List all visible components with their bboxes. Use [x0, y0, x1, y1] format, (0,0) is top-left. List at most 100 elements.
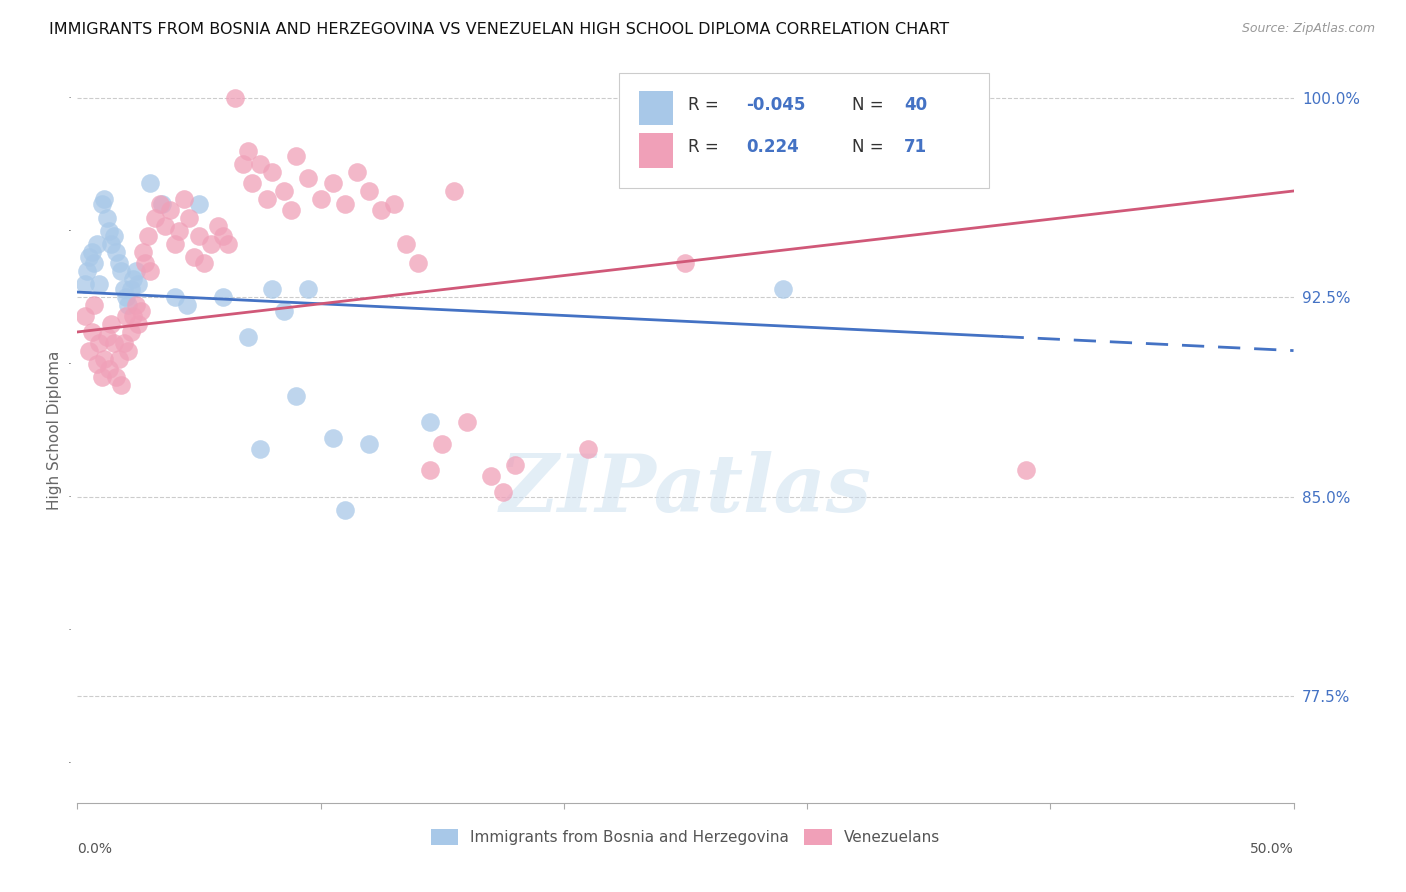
Point	[479, 468, 502, 483]
Point	[149, 197, 172, 211]
Point	[103, 335, 125, 350]
FancyBboxPatch shape	[640, 91, 673, 126]
Point	[346, 165, 368, 179]
Point	[382, 197, 405, 211]
Point	[93, 351, 115, 366]
Point	[406, 256, 429, 270]
Point	[115, 309, 138, 323]
Point	[322, 431, 344, 445]
Point	[297, 170, 319, 185]
Point	[100, 317, 122, 331]
Point	[125, 264, 148, 278]
Point	[419, 463, 441, 477]
Point	[173, 192, 195, 206]
Point	[112, 282, 135, 296]
Point	[419, 416, 441, 430]
Point	[443, 184, 465, 198]
Point	[169, 224, 191, 238]
Point	[97, 224, 120, 238]
Point	[236, 330, 259, 344]
Point	[136, 229, 159, 244]
Point	[105, 245, 128, 260]
Point	[179, 211, 201, 225]
Point	[1015, 463, 1038, 477]
Point	[280, 202, 302, 217]
Point	[456, 416, 478, 430]
Point	[256, 192, 278, 206]
Point	[107, 256, 129, 270]
Point	[79, 343, 101, 358]
FancyBboxPatch shape	[640, 133, 673, 168]
Point	[83, 298, 105, 312]
Point	[100, 237, 122, 252]
Point	[110, 264, 132, 278]
Point	[103, 229, 125, 244]
Text: 71: 71	[904, 138, 928, 156]
Point	[122, 309, 145, 323]
Point	[285, 389, 308, 403]
Point	[134, 256, 156, 270]
Point	[125, 298, 148, 312]
Point	[188, 229, 211, 244]
Point	[143, 211, 166, 225]
Point	[242, 176, 264, 190]
FancyBboxPatch shape	[619, 73, 990, 188]
Point	[309, 192, 332, 206]
Point	[112, 335, 135, 350]
Point	[120, 282, 142, 296]
Point	[107, 351, 129, 366]
Point	[105, 370, 128, 384]
Point	[90, 197, 112, 211]
Point	[139, 176, 162, 190]
Point	[273, 184, 295, 198]
Point	[90, 370, 112, 384]
Point	[96, 211, 118, 225]
Text: R =: R =	[688, 138, 730, 156]
Point	[163, 290, 186, 304]
Point	[297, 282, 319, 296]
Point	[183, 251, 205, 265]
Point	[129, 303, 152, 318]
Text: 40: 40	[904, 96, 928, 114]
Point	[79, 251, 101, 265]
Point	[132, 245, 155, 260]
Point	[576, 442, 599, 456]
Point	[127, 317, 149, 331]
Point	[395, 237, 418, 252]
Point	[80, 245, 103, 260]
Text: N =: N =	[852, 96, 889, 114]
Text: 50.0%: 50.0%	[1250, 842, 1294, 855]
Point	[236, 144, 259, 158]
Point	[193, 256, 215, 270]
Point	[322, 176, 344, 190]
Text: R =: R =	[688, 96, 724, 114]
Point	[153, 219, 176, 233]
Point	[89, 277, 111, 291]
Text: IMMIGRANTS FROM BOSNIA AND HERZEGOVINA VS VENEZUELAN HIGH SCHOOL DIPLOMA CORRELA: IMMIGRANTS FROM BOSNIA AND HERZEGOVINA V…	[49, 22, 949, 37]
Point	[333, 503, 356, 517]
Point	[772, 282, 794, 296]
Point	[86, 237, 108, 252]
Point	[224, 91, 246, 105]
Point	[200, 237, 222, 252]
Point	[333, 197, 356, 211]
Point	[273, 303, 295, 318]
Point	[163, 237, 186, 252]
Point	[232, 157, 254, 171]
Point	[117, 298, 139, 312]
Point	[110, 378, 132, 392]
Point	[152, 197, 174, 211]
Point	[176, 298, 198, 312]
Point	[96, 330, 118, 344]
Text: ZIPatlas: ZIPatlas	[499, 451, 872, 529]
Point	[139, 264, 162, 278]
Point	[73, 309, 96, 323]
Point	[73, 277, 96, 291]
Text: -0.045: -0.045	[747, 96, 806, 114]
Point	[93, 192, 115, 206]
Point	[115, 290, 138, 304]
Text: 0.224: 0.224	[747, 138, 799, 156]
Point	[430, 436, 453, 450]
Point	[80, 325, 103, 339]
Point	[188, 197, 211, 211]
